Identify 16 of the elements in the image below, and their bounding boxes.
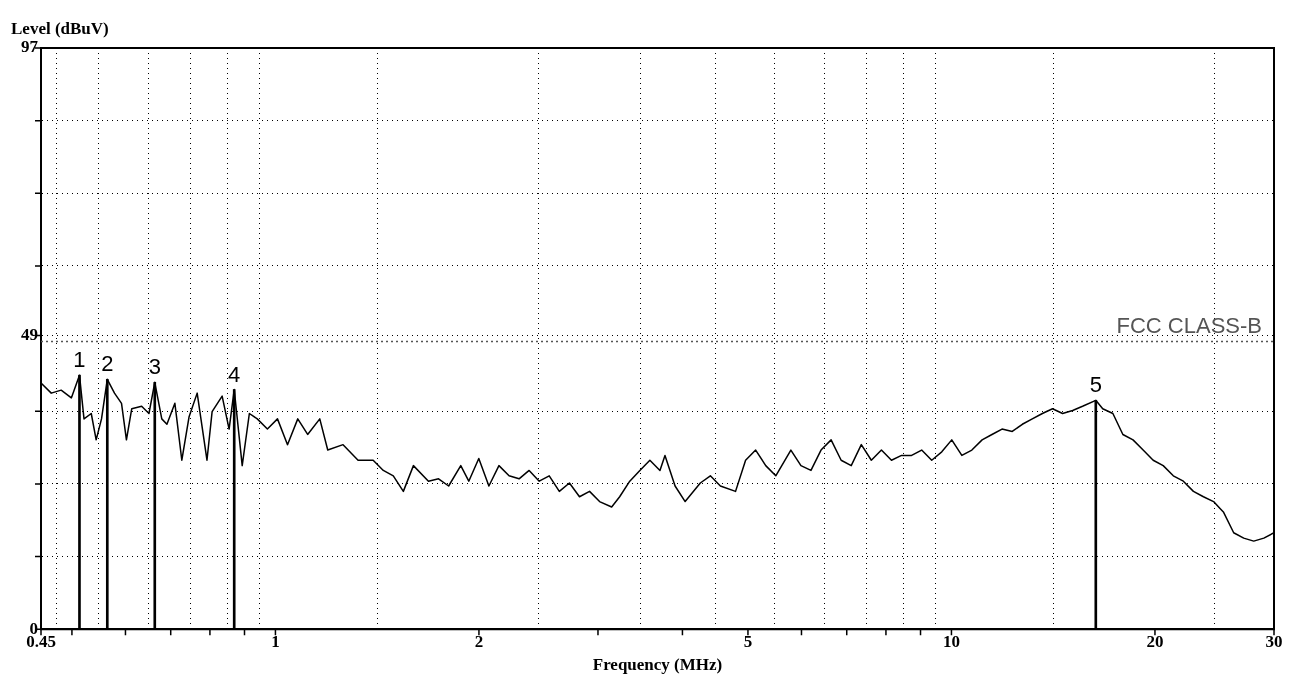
x-tick-label: 30: [1265, 631, 1283, 651]
y-tick-label: 97: [21, 37, 39, 57]
x-tick-label: 10: [942, 631, 960, 651]
annotation: 5: [1089, 372, 1102, 398]
ref-line-label: FCC CLASS-B: [1116, 312, 1262, 338]
annotation: 1: [73, 347, 86, 373]
y-tick-label: 49: [21, 324, 38, 344]
annotation: 4: [228, 361, 241, 387]
x-tick-label: 20: [1146, 631, 1164, 651]
x-tick-label: 5: [743, 631, 753, 651]
annotation: 2: [101, 351, 114, 377]
y-axis-title: Level (dBuV): [11, 18, 109, 38]
annotation: 3: [148, 354, 161, 380]
x-tick-label: 1: [271, 631, 280, 651]
x-axis-title: Frequency (MHz): [592, 655, 723, 675]
x-tick-label: 2: [474, 631, 484, 651]
